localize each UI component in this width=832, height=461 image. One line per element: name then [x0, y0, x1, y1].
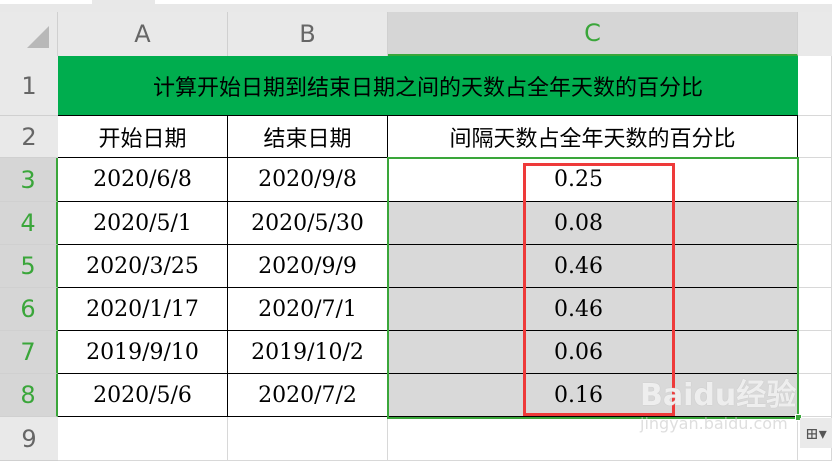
- header-cell[interactable]: 开始日期: [58, 116, 228, 158]
- table-options-icon: ⊞▾: [805, 423, 827, 443]
- header-cell[interactable]: 结束日期: [228, 116, 388, 158]
- row-header-1[interactable]: 1: [0, 56, 58, 116]
- empty-cell[interactable]: [58, 417, 228, 461]
- empty-cell[interactable]: [798, 158, 832, 202]
- data-cell[interactable]: 2020/5/6: [58, 374, 228, 417]
- data-cell[interactable]: 2019/9/10: [58, 331, 228, 374]
- column-header-b[interactable]: B: [228, 12, 388, 56]
- title-bar: [0, 0, 832, 12]
- data-cell[interactable]: 2020/5/30: [228, 202, 388, 245]
- cell-d1[interactable]: [798, 56, 832, 116]
- row-header-8[interactable]: 8: [0, 374, 58, 417]
- quick-analysis-button[interactable]: ⊞▾: [800, 418, 832, 448]
- data-cell[interactable]: 2020/7/1: [228, 288, 388, 331]
- select-all-corner[interactable]: [0, 12, 58, 56]
- row-header-9[interactable]: 9: [0, 417, 58, 461]
- title-cell[interactable]: 计算开始日期到结束日期之间的天数占全年天数的百分比: [58, 56, 798, 116]
- data-cell[interactable]: 2019/10/2: [228, 331, 388, 374]
- data-cell[interactable]: 2020/3/25: [58, 245, 228, 288]
- data-cell[interactable]: 2020/1/17: [58, 288, 228, 331]
- data-cell[interactable]: 0.46: [388, 245, 798, 288]
- row-header-5[interactable]: 5: [0, 245, 58, 288]
- row-header-4[interactable]: 4: [0, 202, 58, 245]
- data-cell[interactable]: 0.06: [388, 331, 798, 374]
- data-cell[interactable]: 2020/9/9: [228, 245, 388, 288]
- row-header-2[interactable]: 2: [0, 116, 58, 158]
- row-header-6[interactable]: 6: [0, 288, 58, 331]
- empty-cell[interactable]: [798, 245, 832, 288]
- data-cell[interactable]: 2020/9/8: [228, 158, 388, 202]
- empty-cell[interactable]: [798, 374, 832, 417]
- data-cell[interactable]: 0.25: [388, 158, 798, 202]
- column-header-d[interactable]: [798, 12, 832, 56]
- selection-border: [387, 157, 799, 419]
- column-header-a[interactable]: A: [58, 12, 228, 56]
- empty-cell[interactable]: [798, 331, 832, 374]
- empty-cell[interactable]: [228, 417, 388, 461]
- data-cell[interactable]: 2020/6/8: [58, 158, 228, 202]
- highlight-box: [523, 163, 675, 416]
- fill-handle[interactable]: [795, 414, 802, 421]
- row-header-3[interactable]: 3: [0, 158, 58, 202]
- empty-cell[interactable]: [798, 202, 832, 245]
- data-cell[interactable]: 0.16: [388, 374, 798, 417]
- data-cell[interactable]: 0.46: [388, 288, 798, 331]
- data-cell[interactable]: 2020/5/1: [58, 202, 228, 245]
- header-cell[interactable]: 间隔天数占全年天数的百分比: [388, 116, 798, 158]
- data-cell[interactable]: 2020/7/2: [228, 374, 388, 417]
- column-header-c[interactable]: C: [388, 12, 798, 56]
- data-cell[interactable]: 0.08: [388, 202, 798, 245]
- triangle-icon: [27, 26, 49, 48]
- empty-cell[interactable]: [798, 288, 832, 331]
- row-header-7[interactable]: 7: [0, 331, 58, 374]
- empty-cell[interactable]: [798, 116, 832, 158]
- watermark: Baidu经验 jingyan.baidu.com: [640, 378, 797, 433]
